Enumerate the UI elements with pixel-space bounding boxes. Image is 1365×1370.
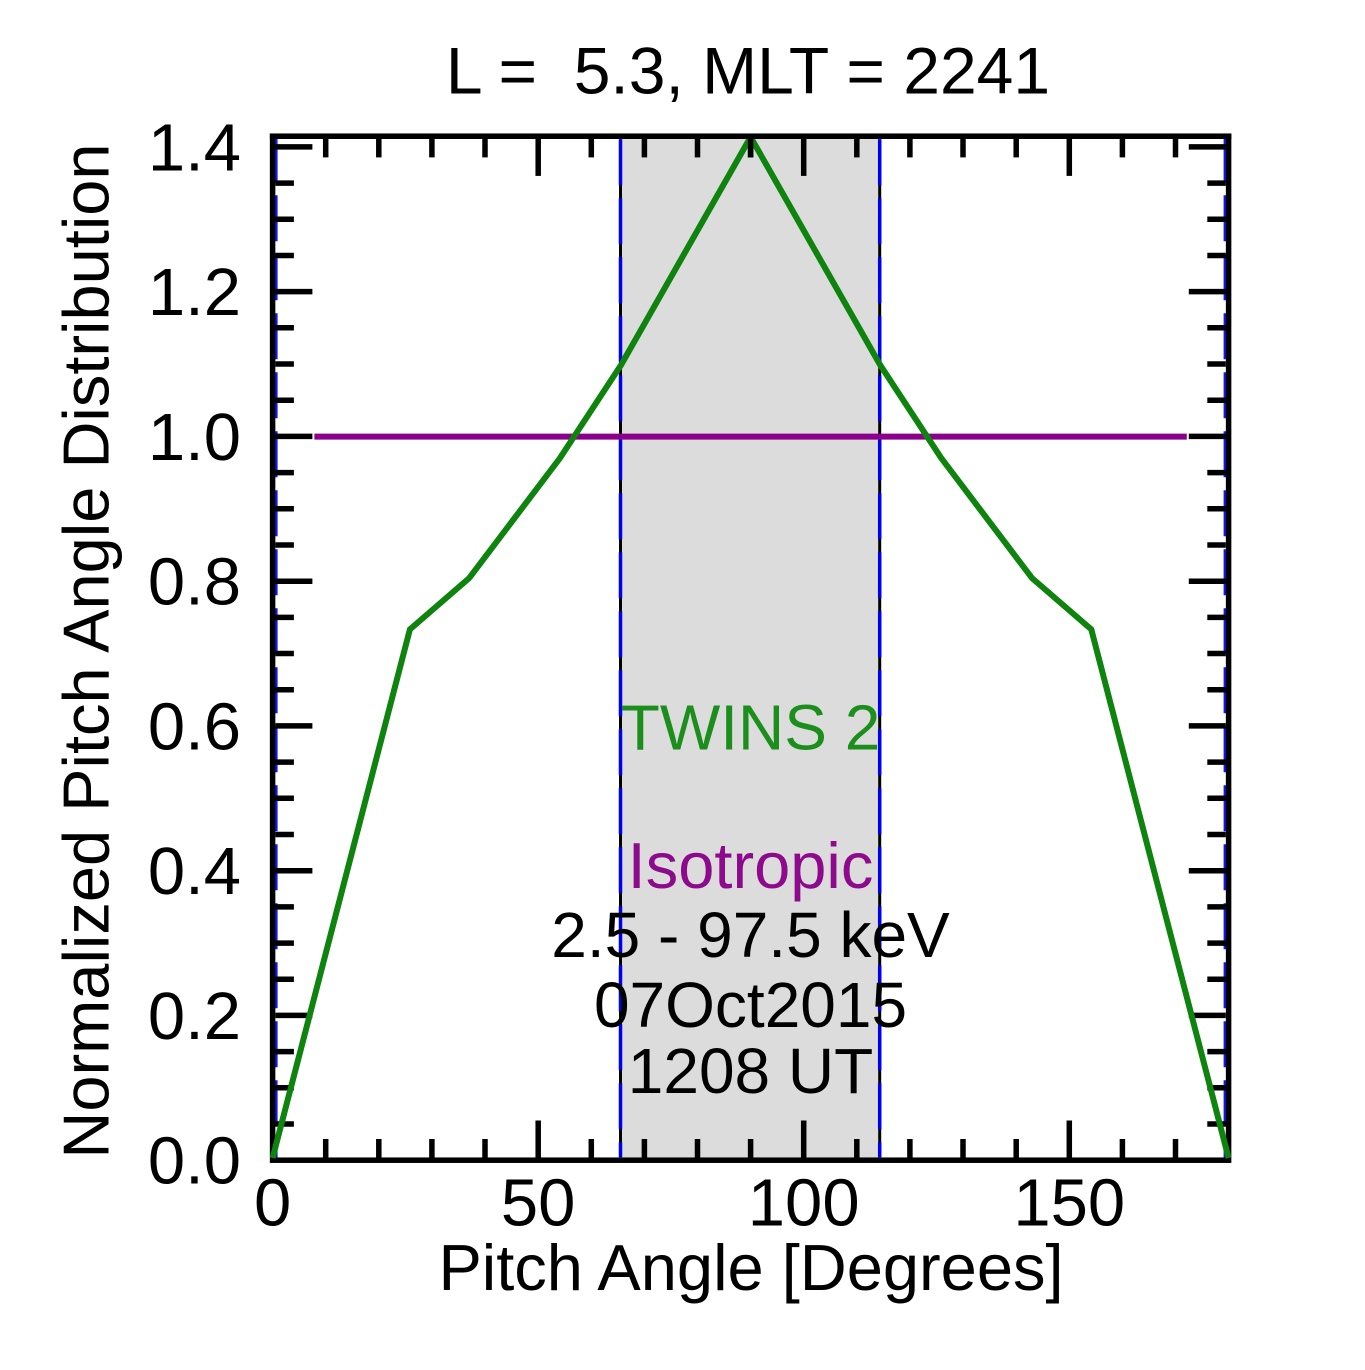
svg-text:1.4: 1.4 [148, 110, 241, 185]
svg-text:50: 50 [501, 1166, 576, 1241]
svg-text:07Oct2015: 07Oct2015 [594, 969, 907, 1041]
svg-text:0: 0 [254, 1166, 291, 1241]
svg-text:1208 UT: 1208 UT [628, 1035, 873, 1107]
svg-text:1.0: 1.0 [148, 400, 241, 475]
svg-text:150: 150 [1013, 1166, 1125, 1241]
svg-text:1.2: 1.2 [148, 255, 241, 330]
svg-text:Normalized Pitch Angle Distrib: Normalized Pitch Angle Distribution [50, 143, 123, 1158]
svg-text:TWINS 2: TWINS 2 [621, 691, 881, 763]
svg-text:Isotropic: Isotropic [628, 829, 874, 902]
svg-text:L = 5.3, MLT = 2241: L = 5.3, MLT = 2241 [446, 34, 1050, 108]
svg-text:0.2: 0.2 [148, 979, 241, 1054]
svg-text:Pitch Angle [Degrees]: Pitch Angle [Degrees] [438, 1231, 1063, 1304]
svg-text:2.5 - 97.5 keV: 2.5 - 97.5 keV [551, 899, 950, 971]
svg-text:0.0: 0.0 [148, 1124, 241, 1199]
svg-text:0.8: 0.8 [148, 545, 241, 620]
svg-text:0.4: 0.4 [148, 834, 241, 909]
svg-text:100: 100 [748, 1166, 860, 1241]
svg-text:0.6: 0.6 [148, 689, 241, 764]
